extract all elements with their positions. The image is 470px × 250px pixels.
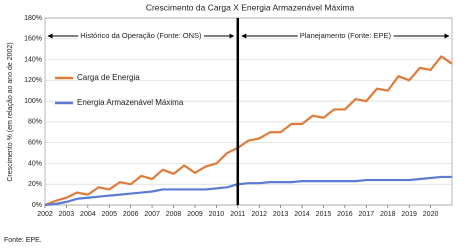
x-tick-label: 2002 — [37, 211, 53, 218]
x-tick-label: 2005 — [101, 211, 117, 218]
chart-title: Crescimento da Carga X Energia Armazenáv… — [146, 2, 355, 12]
annotation: Planejamento (Fonte: EPE) — [300, 31, 392, 40]
x-tick-label: 2015 — [316, 211, 332, 218]
y-tick-label: 40% — [28, 160, 42, 167]
x-tick-label: 2007 — [144, 211, 160, 218]
series-line — [44, 55, 453, 207]
y-axis-title: Crescimento % (em relação ao ano de 2002… — [7, 42, 14, 181]
x-tick-label: 2011 — [230, 211, 245, 218]
x-tick-label: 2020 — [423, 211, 439, 218]
y-tick-label: 100% — [24, 98, 42, 105]
legend-label: Energia Armazenável Máxima — [77, 98, 184, 107]
x-tick-label: 2014 — [294, 211, 310, 218]
x-tick-label: 2019 — [401, 211, 417, 218]
x-tick-label: 2006 — [123, 211, 139, 218]
y-tick-label: 140% — [24, 56, 42, 63]
x-tick-label: 2003 — [59, 211, 75, 218]
y-tick-label: 160% — [24, 36, 42, 43]
x-tick-label: 2018 — [380, 211, 396, 218]
series-line — [44, 175, 452, 207]
y-tick-label: 20% — [28, 181, 42, 188]
x-tick-label: 2012 — [251, 211, 267, 218]
footer: Fonte: EPE. — [4, 237, 42, 244]
x-tick-label: 2008 — [166, 211, 182, 218]
annotation: Histórico da Operação (Fonte: ONS) — [80, 31, 202, 40]
x-tick-label: 2004 — [80, 211, 96, 218]
y-tick-label: 60% — [28, 140, 42, 147]
y-tick-label: 80% — [28, 119, 42, 126]
y-tick-label: 120% — [24, 77, 42, 84]
plot-frame — [44, 17, 453, 206]
x-tick-label: 2016 — [337, 211, 353, 218]
annotation-bg — [297, 29, 394, 41]
y-tick-label: 0% — [32, 202, 42, 209]
annotation-bg — [78, 29, 205, 41]
legend-label: Carga de Energia — [77, 73, 140, 82]
x-tick-label: 2017 — [359, 211, 375, 218]
y-tick-label: 180% — [24, 15, 42, 22]
x-tick-label: 2013 — [273, 211, 289, 218]
x-tick-label: 2010 — [209, 211, 225, 218]
x-tick-label: 2009 — [187, 211, 203, 218]
